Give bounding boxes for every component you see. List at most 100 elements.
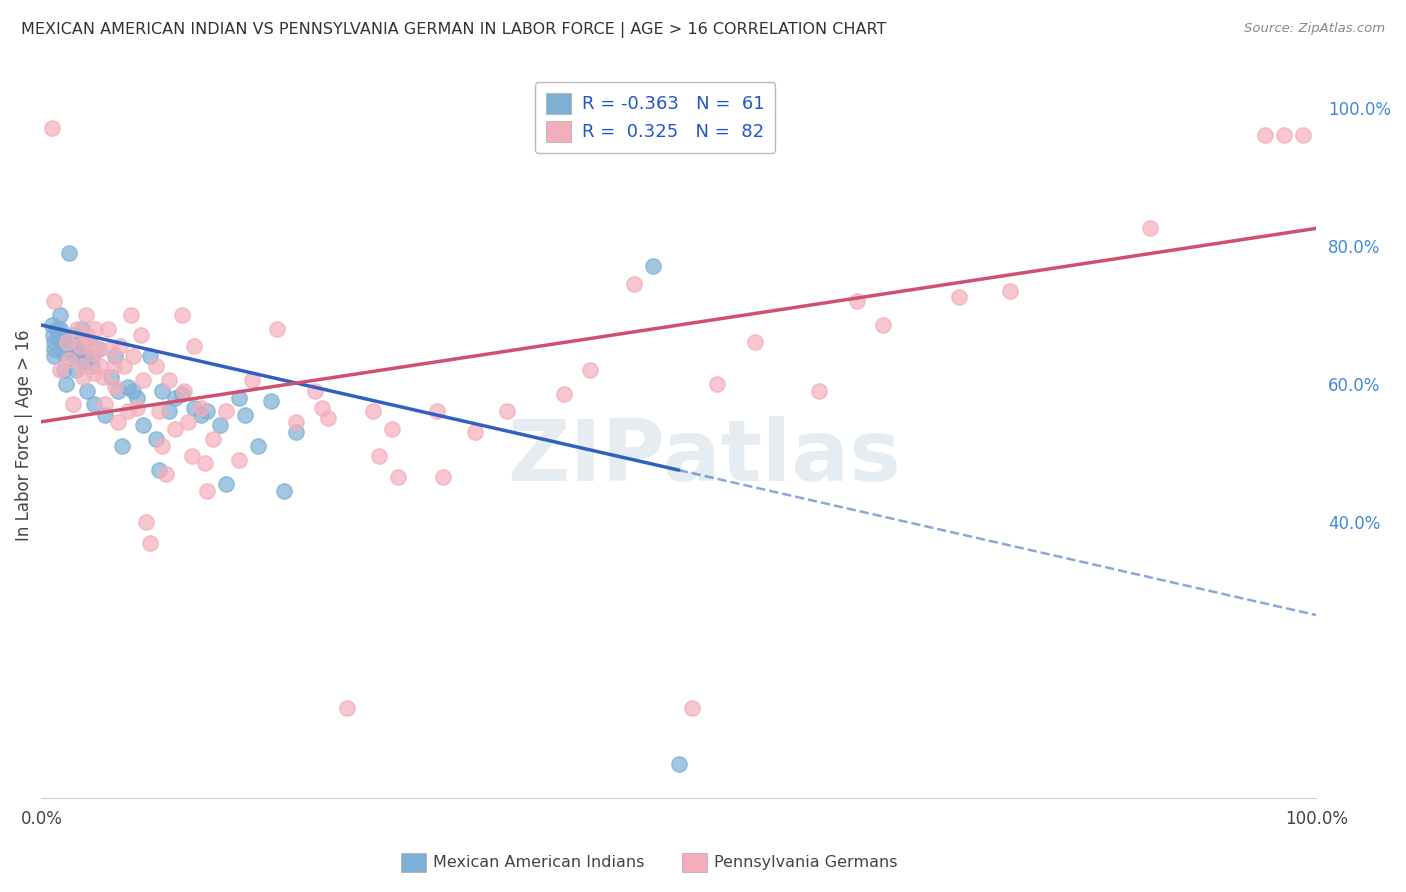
Point: [157, 404, 180, 418]
Point: [165, 422, 187, 436]
Point: [58, 245, 80, 260]
Point: [668, 756, 690, 771]
Point: [45, 321, 67, 335]
Point: [65, 363, 87, 377]
Point: [104, 349, 127, 363]
Point: [152, 384, 174, 398]
Point: [75, 356, 97, 370]
Point: [100, 369, 122, 384]
Point: [240, 373, 263, 387]
Point: [100, 343, 122, 357]
Point: [177, 415, 200, 429]
Point: [70, 321, 93, 335]
Point: [49, 363, 72, 377]
Point: [195, 483, 218, 498]
Point: [49, 321, 72, 335]
Point: [643, 260, 665, 274]
Point: [83, 367, 105, 381]
Point: [87, 343, 110, 357]
Point: [208, 418, 231, 433]
Point: [53, 363, 76, 377]
Point: [432, 470, 454, 484]
Point: [125, 391, 148, 405]
Point: [72, 339, 94, 353]
Point: [97, 321, 120, 335]
Point: [46, 332, 69, 346]
Point: [215, 404, 238, 418]
Point: [948, 290, 970, 304]
Point: [49, 308, 72, 322]
Point: [83, 397, 105, 411]
Point: [425, 404, 447, 418]
Point: [193, 456, 215, 470]
Point: [52, 345, 75, 359]
Point: [70, 359, 93, 374]
Point: [94, 397, 117, 411]
Point: [87, 343, 110, 357]
Point: [41, 318, 63, 332]
Point: [41, 121, 63, 136]
Point: [82, 359, 104, 374]
Point: [273, 483, 295, 498]
Point: [155, 467, 177, 481]
Point: [138, 535, 160, 549]
Point: [1292, 128, 1315, 142]
Point: [55, 376, 77, 391]
Point: [190, 401, 212, 415]
Point: [107, 415, 129, 429]
Point: [183, 401, 205, 415]
Point: [75, 308, 97, 322]
Point: [56, 335, 79, 350]
Point: [195, 404, 218, 418]
Point: [132, 418, 155, 433]
Point: [706, 376, 728, 391]
Point: [82, 349, 104, 363]
Point: [1272, 128, 1295, 142]
Point: [69, 335, 91, 350]
Point: [578, 363, 600, 377]
Point: [56, 343, 79, 357]
Point: [228, 452, 250, 467]
Point: [202, 432, 225, 446]
Point: [138, 349, 160, 363]
Point: [285, 415, 308, 429]
Point: [122, 384, 145, 398]
Point: [94, 408, 117, 422]
Point: [76, 328, 98, 343]
Point: [744, 335, 766, 350]
Point: [152, 439, 174, 453]
Point: [107, 384, 129, 398]
Point: [381, 422, 404, 436]
Point: [62, 397, 84, 411]
Point: [170, 387, 193, 401]
Point: [82, 345, 104, 359]
Legend: R = -0.363   N =  61, R =  0.325   N =  82: R = -0.363 N = 61, R = 0.325 N = 82: [534, 82, 775, 153]
Point: [336, 701, 359, 715]
Point: [66, 321, 89, 335]
Point: [495, 404, 517, 418]
Point: [846, 293, 869, 308]
Point: [79, 335, 101, 350]
Point: [623, 277, 645, 291]
Point: [157, 373, 180, 387]
Point: [304, 384, 326, 398]
Text: Source: ZipAtlas.com: Source: ZipAtlas.com: [1244, 22, 1385, 36]
Point: [387, 470, 409, 484]
Point: [311, 401, 333, 415]
Point: [165, 391, 187, 405]
Point: [89, 359, 111, 374]
Point: [42, 335, 65, 350]
Text: Mexican American Indians: Mexican American Indians: [433, 855, 644, 870]
Point: [110, 339, 132, 353]
Point: [190, 408, 212, 422]
Point: [104, 380, 127, 394]
Point: [1000, 284, 1022, 298]
Text: MEXICAN AMERICAN INDIAN VS PENNSYLVANIA GERMAN IN LABOR FORCE | AGE > 16 CORRELA: MEXICAN AMERICAN INDIAN VS PENNSYLVANIA …: [21, 22, 886, 38]
Point: [66, 345, 89, 359]
Point: [111, 439, 134, 453]
Point: [148, 463, 170, 477]
Point: [553, 387, 575, 401]
Point: [135, 515, 157, 529]
Point: [215, 476, 238, 491]
Point: [361, 404, 384, 418]
